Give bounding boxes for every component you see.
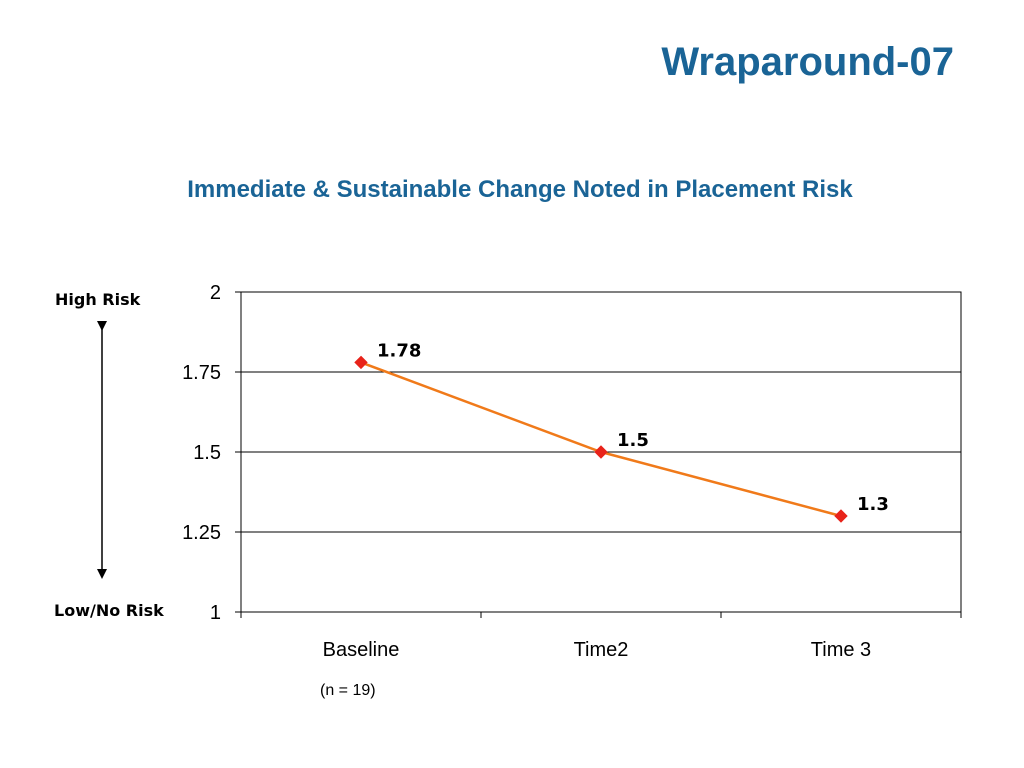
low-risk-label: Low/No Risk [54,601,164,620]
series-line-path [360,361,842,518]
high-risk-label: High Risk [55,290,141,309]
x-tick-label: Time2 [574,639,629,661]
data-point-marker [834,509,848,523]
chart-subtitle: Immediate & Sustainable Change Noted in … [187,176,853,203]
y-tick-labels: 1 1.25 1.5 1.75 2 [182,282,221,624]
slide-title: Wraparound-07 [661,40,954,84]
y-tick-label: 1.5 [193,442,221,464]
series-line [354,355,848,523]
y-tick-label: 1.75 [182,362,221,384]
data-label: 1.3 [857,494,889,515]
y-tick-label: 1.25 [182,522,221,544]
data-labels: 1.78 1.5 1.3 [377,340,889,515]
data-point-marker [354,355,368,370]
axes [235,291,962,618]
x-tick-label: Baseline [323,639,400,661]
data-label: 1.5 [617,430,649,451]
y-tick-label: 1 [210,602,221,624]
y-tick-label: 2 [210,282,221,304]
data-point-marker [594,445,608,459]
data-label: 1.78 [377,340,421,361]
sample-size-note: (n = 19) [320,682,376,699]
x-tick-labels: Baseline Time2 Time 3 [323,639,872,661]
x-tick-label: Time 3 [811,639,871,661]
